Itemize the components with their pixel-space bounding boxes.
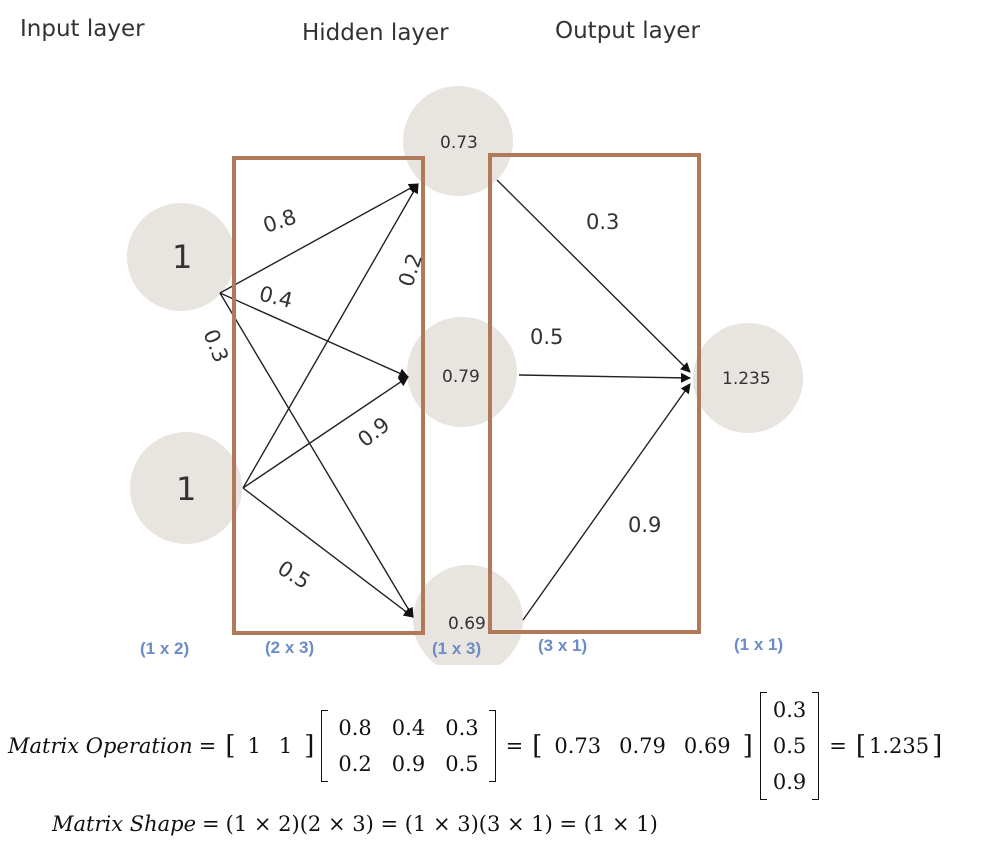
equals-sign: = (202, 812, 220, 836)
matrix-operation-label: Matrix Operation (8, 734, 193, 758)
matrix-shape-expression: (1 × 2)(2 × 3) = (1 × 3)(3 × 1) = (1 × 1… (225, 812, 658, 836)
matrix-shape-equation: Matrix Shape = (1 × 2)(2 × 3) = (1 × 3)(… (52, 804, 658, 844)
output-weight-vector: 0.3 0.5 0.9 (759, 692, 820, 800)
hidden-value-1: 0.73 (440, 133, 478, 153)
input-value-2: 1 (176, 470, 196, 508)
shape-label-w2: (3 x 1) (538, 636, 587, 655)
matrix-shape-label: Matrix Shape (52, 812, 197, 836)
hidden-value-2: 0.79 (442, 367, 480, 387)
matrix-cell: 0.2 (338, 752, 372, 776)
weight-0.3: 0.3 (198, 326, 233, 366)
edge-i2-h1 (242, 183, 419, 489)
weight-out-0.3: 0.3 (586, 210, 619, 234)
weight-0.4: 0.4 (257, 282, 295, 313)
shape-label-hidden: (1 x 3) (432, 639, 481, 658)
output-value: 1.235 (722, 369, 771, 389)
hidden-layer-title: Hidden layer (302, 20, 449, 46)
vector-cell: 0.79 (619, 734, 666, 758)
matrix-cell: 0.5 (445, 752, 479, 776)
input-node-1 (127, 203, 235, 311)
matrix-cell: 0.9 (391, 752, 426, 776)
matrix-cell: 0.3 (445, 716, 479, 740)
hidden-node-1 (403, 86, 513, 196)
edge-h2-o (518, 372, 691, 383)
weight-0.5: 0.5 (273, 556, 314, 594)
weight-out-0.5: 0.5 (530, 325, 563, 349)
shape-label-output: (1 x 1) (734, 635, 783, 654)
equals-sign: = (505, 734, 524, 758)
vector-cell: 0.73 (554, 734, 602, 758)
output-layer-title: Output layer (555, 18, 700, 44)
edge-i1-h2 (219, 292, 409, 378)
matrix-cell: 0.9 (772, 770, 807, 794)
equals-sign: = (829, 734, 847, 758)
matrix-cell: 0.8 (338, 716, 372, 740)
weight-out-0.9: 0.9 (628, 513, 661, 537)
neural-network-diagram: Input layer Hidden layer Output layer 1 … (20, 16, 803, 680)
weight-box-hidden-output (488, 153, 701, 634)
weight-0.9: 0.9 (353, 412, 394, 451)
output-node (693, 323, 803, 433)
matrix-cell: 0.4 (391, 716, 426, 740)
vector-cell: 0.69 (683, 734, 731, 758)
matrix-cell: 0.5 (772, 734, 807, 758)
weight-0.8: 0.8 (260, 205, 299, 238)
vector-cell: 1 (247, 734, 261, 758)
edge-h3-o (522, 383, 691, 621)
edge-h1-o (496, 179, 691, 373)
shape-label-w1: (2 x 3) (265, 638, 314, 657)
input-row-vector: [ 1 1 ] (225, 731, 315, 761)
result-value: 1.235 (869, 734, 930, 758)
matrix-cell: 0.3 (772, 698, 807, 722)
edge-i2-h2 (242, 376, 409, 489)
input-value-1: 1 (172, 238, 192, 276)
vector-cell: 1 (278, 734, 293, 758)
weight-box-input-hidden (232, 156, 425, 635)
edge-i2-h3 (242, 487, 414, 618)
edge-i1-h1 (219, 183, 419, 294)
input-layer-title: Input layer (20, 16, 145, 42)
matrix-operation-equation: Matrix Operation = [ 1 1 ] 0.8 0.4 0.3 0… (8, 692, 978, 800)
result-vector: [ 1.235 ] (855, 731, 943, 761)
hidden-value-3: 0.69 (448, 614, 486, 634)
edge-i1-h3 (219, 292, 414, 618)
hidden-row-vector: [ 0.73 0.79 0.69 ] (532, 731, 753, 761)
shape-label-input: (1 x 2) (140, 639, 189, 658)
hidden-node-3 (413, 565, 523, 675)
equals-sign: = (198, 734, 217, 758)
weight-matrix: 0.8 0.4 0.3 0.2 0.9 0.5 (321, 710, 496, 782)
input-node-2 (130, 432, 242, 544)
